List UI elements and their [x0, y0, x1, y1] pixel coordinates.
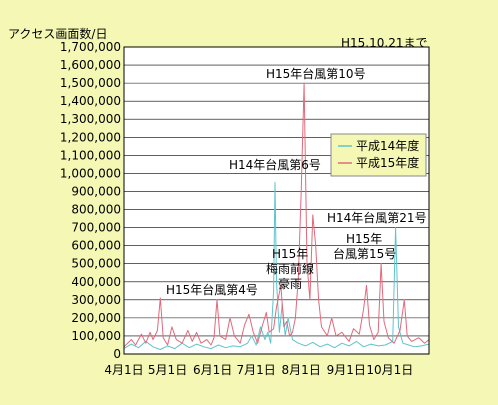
y-axis-label: アクセス画面数/日: [8, 26, 107, 41]
y-tick-label: 500,000: [71, 257, 121, 271]
y-tick-label: 1,200,000: [60, 130, 121, 144]
x-tick-label: 8月1日: [282, 363, 321, 377]
legend-label-h14: 平成14年度: [356, 138, 419, 153]
y-tick-label: 900,000: [71, 184, 121, 198]
plot-area: [124, 47, 429, 354]
annotation-h14-typhoon-21: H14年台風第21号: [327, 210, 427, 225]
plot-border: [123, 46, 430, 355]
y-tick-label: 0: [113, 347, 121, 361]
annotation-h15-rain-line3: 豪雨: [278, 276, 302, 291]
y-tick-label: 1,000,000: [60, 166, 121, 180]
annotation-h15-typhoon-10: H15年台風第10号: [266, 66, 366, 81]
y-tick-label: 200,000: [71, 311, 121, 325]
annotations: H15年台風第10号 H14年台風第6号 H14年台風第21号 H15年台風第4…: [166, 66, 427, 297]
y-tick-label: 300,000: [71, 293, 121, 307]
y-tick-label: 1,700,000: [60, 40, 121, 54]
x-tick-label: 5月1日: [148, 363, 187, 377]
y-tick-labels: 0 100,000 200,000 300,000 400,000 500,000 600,…: [60, 40, 121, 361]
y-tick-label: 800,000: [71, 203, 121, 217]
legend-box: [330, 133, 427, 177]
x-tick-label: 9月1日: [327, 363, 366, 377]
annotation-h15-typhoon-15-line2: 台風第15号: [333, 246, 396, 261]
x-tick-label: 7月1日: [237, 363, 276, 377]
series-line-1: [123, 82, 430, 348]
y-tick-label: 400,000: [71, 275, 121, 289]
series-layer: [123, 82, 430, 350]
y-tick-label: 1,600,000: [60, 58, 121, 72]
x-tick-labels: 4月1日 5月1日 6月1日 7月1日 8月1日 9月1日 10月1日: [104, 363, 413, 377]
legend-label-h15: 平成15年度: [356, 155, 419, 170]
x-tick-label: 10月1日: [366, 363, 413, 377]
series-line-0: [123, 181, 430, 350]
annotation-h14-typhoon-6: H14年台風第6号: [229, 157, 321, 172]
annotation-h15-rain-line1: H15年: [272, 247, 308, 261]
annotation-h15-typhoon-15-line1: H15年: [346, 232, 382, 246]
y-tick-label: 1,400,000: [60, 94, 121, 108]
y-tick-label: 1,100,000: [60, 148, 121, 162]
x-tick-label: 6月1日: [193, 363, 232, 377]
y-tick-label: 700,000: [71, 221, 121, 235]
annotation-h15-rain-line2: 梅雨前線: [266, 261, 314, 276]
y-tick-label: 1,300,000: [60, 112, 121, 126]
y-tick-label: 600,000: [71, 239, 121, 253]
annotation-h15-typhoon-4: H15年台風第4号: [166, 282, 258, 297]
x-tick-label: 4月1日: [104, 363, 143, 377]
legend: 平成14年度 平成15年度: [330, 133, 427, 177]
y-tick-label: 100,000: [71, 329, 121, 343]
y-tick-label: 1,500,000: [60, 76, 121, 90]
